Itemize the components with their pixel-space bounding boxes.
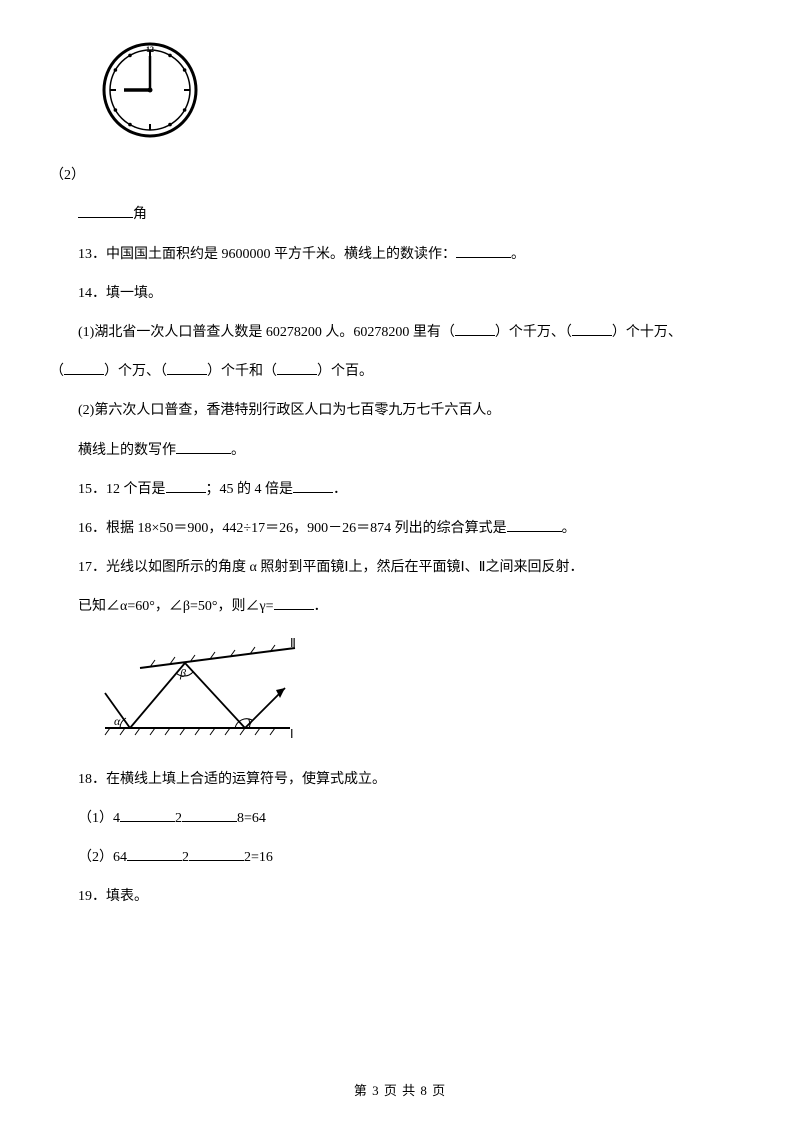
q15-blank2: [293, 479, 333, 493]
clock-svg: 12: [100, 40, 200, 140]
q14-num: 14: [78, 286, 92, 301]
q13-blank: [456, 244, 511, 258]
q15-blank1: [166, 479, 206, 493]
q18-p2-blank2: [189, 847, 244, 861]
q14-p1-blank1: [455, 322, 495, 336]
q17-l1: 17．光线以如图所示的角度 α 照射到平面镜Ⅰ上，然后在平面镜Ⅰ、Ⅱ之间来回反射…: [50, 555, 750, 580]
q14-p1-l2-c: ）个千和（: [207, 364, 277, 379]
q14-title: 14．填一填。: [50, 281, 750, 306]
q14-p2-text: (2)第六次人口普查，香港特别行政区人口为七百零九万七千六百人。: [78, 403, 500, 418]
q15-a: ．12 个百是: [92, 482, 166, 497]
q14-p1-blank4: [167, 361, 207, 375]
q15-b: ；45 的 4 倍是: [206, 482, 294, 497]
footer-text: 第 3 页 共 8 页: [354, 1083, 446, 1098]
q17-l2-b: ．: [314, 599, 328, 614]
q18-title-text: ．在横线上填上合适的运算符号，使算式成立。: [92, 772, 386, 787]
q14-p1-b: ）个千万、（: [495, 325, 572, 340]
q19-num: 19: [78, 889, 92, 904]
q14-p3: 横线上的数写作 。: [50, 438, 750, 463]
q14-p1-line2: （ ）个万、（ ）个千和（ ）个百。: [50, 359, 750, 384]
q2-suffix: 角: [133, 207, 147, 222]
q14-p1-blank2: [572, 322, 612, 336]
q18-num: 18: [78, 772, 92, 787]
page-footer: 第 3 页 共 8 页: [0, 1079, 800, 1102]
q17-l2-a: 已知∠α=60°，∠β=50°，则∠γ=: [78, 599, 274, 614]
q19: 19．填表。: [50, 884, 750, 909]
q17-blank: [274, 596, 314, 610]
mirror-svg: α β γ Ⅰ Ⅱ: [90, 633, 310, 743]
q14-p1-l2-d: ）个百。: [317, 364, 373, 379]
q15-c: ．: [333, 482, 347, 497]
q16-blank: [507, 518, 562, 532]
label-mirror-2: Ⅱ: [290, 636, 296, 650]
q2-blank: [78, 204, 133, 218]
q18-p1-c: 8=64: [237, 811, 266, 826]
q18-p1-b: 2: [175, 811, 182, 826]
mirror-diagram: α β γ Ⅰ Ⅱ: [90, 633, 750, 752]
q2-marker: （2）: [50, 168, 85, 183]
q16-a: ．根据 18×50＝900，442÷17＝26，900－26＝874 列出的综合…: [92, 521, 507, 536]
label-gamma: γ: [248, 714, 253, 728]
clock-figure: 12: [100, 40, 750, 149]
q14-p1-c: ）个十万、: [612, 325, 682, 340]
q18-p1-blank2: [182, 808, 237, 822]
q14-p3-blank: [176, 440, 231, 454]
q14-p1-blank5: [277, 361, 317, 375]
q18-p2-blank1: [127, 847, 182, 861]
q14-p1-l2-a: （: [50, 364, 64, 379]
label-beta: β: [179, 666, 186, 680]
q14-p1-blank3: [64, 361, 104, 375]
q14-p3-a: 横线上的数写作: [78, 443, 176, 458]
q18-p2-c: 2=16: [244, 850, 273, 865]
q16-b: 。: [562, 521, 576, 536]
q13-num: 13: [78, 247, 92, 262]
q14-p1-line1: (1)湖北省一次人口普查人数是 60278200 人。60278200 里有（ ）…: [50, 320, 750, 345]
q18-p1-a: （1）4: [78, 811, 120, 826]
q13-text-b: 。: [511, 247, 525, 262]
q13: 13．中国国土面积约是 9600000 平方千米。横线上的数读作： 。: [50, 242, 750, 267]
q18-p1-blank1: [120, 808, 175, 822]
q18-p2-b: 2: [182, 850, 189, 865]
q18-p1: （1）4 2 8=64: [50, 806, 750, 831]
q2-answer-line: 角: [50, 202, 750, 227]
q14-p2: (2)第六次人口普查，香港特别行政区人口为七百零九万七千六百人。: [50, 398, 750, 423]
q14-title-text: ．填一填。: [92, 286, 162, 301]
q17-num: 17: [78, 560, 92, 575]
q17-l2: 已知∠α=60°，∠β=50°，则∠γ= ．: [50, 594, 750, 619]
q19-title-text: ．填表。: [92, 889, 148, 904]
q18-title: 18．在横线上填上合适的运算符号，使算式成立。: [50, 767, 750, 792]
q2-marker-line: （2）: [50, 163, 750, 188]
q16-num: 16: [78, 521, 92, 536]
q14-p1-l2-b: ）个万、（: [104, 364, 167, 379]
q15: 15．12 个百是 ；45 的 4 倍是 ．: [50, 477, 750, 502]
clock-12: 12: [146, 45, 154, 54]
q17-l1-text: ．光线以如图所示的角度 α 照射到平面镜Ⅰ上，然后在平面镜Ⅰ、Ⅱ之间来回反射．: [92, 560, 583, 575]
q16: 16．根据 18×50＝900，442÷17＝26，900－26＝874 列出的…: [50, 516, 750, 541]
label-mirror-1: Ⅰ: [290, 727, 294, 741]
q14-p1-a: (1)湖北省一次人口普查人数是 60278200 人。60278200 里有（: [78, 325, 455, 340]
label-alpha: α: [114, 714, 121, 728]
q15-num: 15: [78, 482, 92, 497]
q14-p3-b: 。: [231, 443, 245, 458]
q18-p2: （2）64 2 2=16: [50, 845, 750, 870]
q18-p2-a: （2）64: [78, 850, 127, 865]
q13-text-a: ．中国国土面积约是 9600000 平方千米。横线上的数读作：: [92, 247, 456, 262]
